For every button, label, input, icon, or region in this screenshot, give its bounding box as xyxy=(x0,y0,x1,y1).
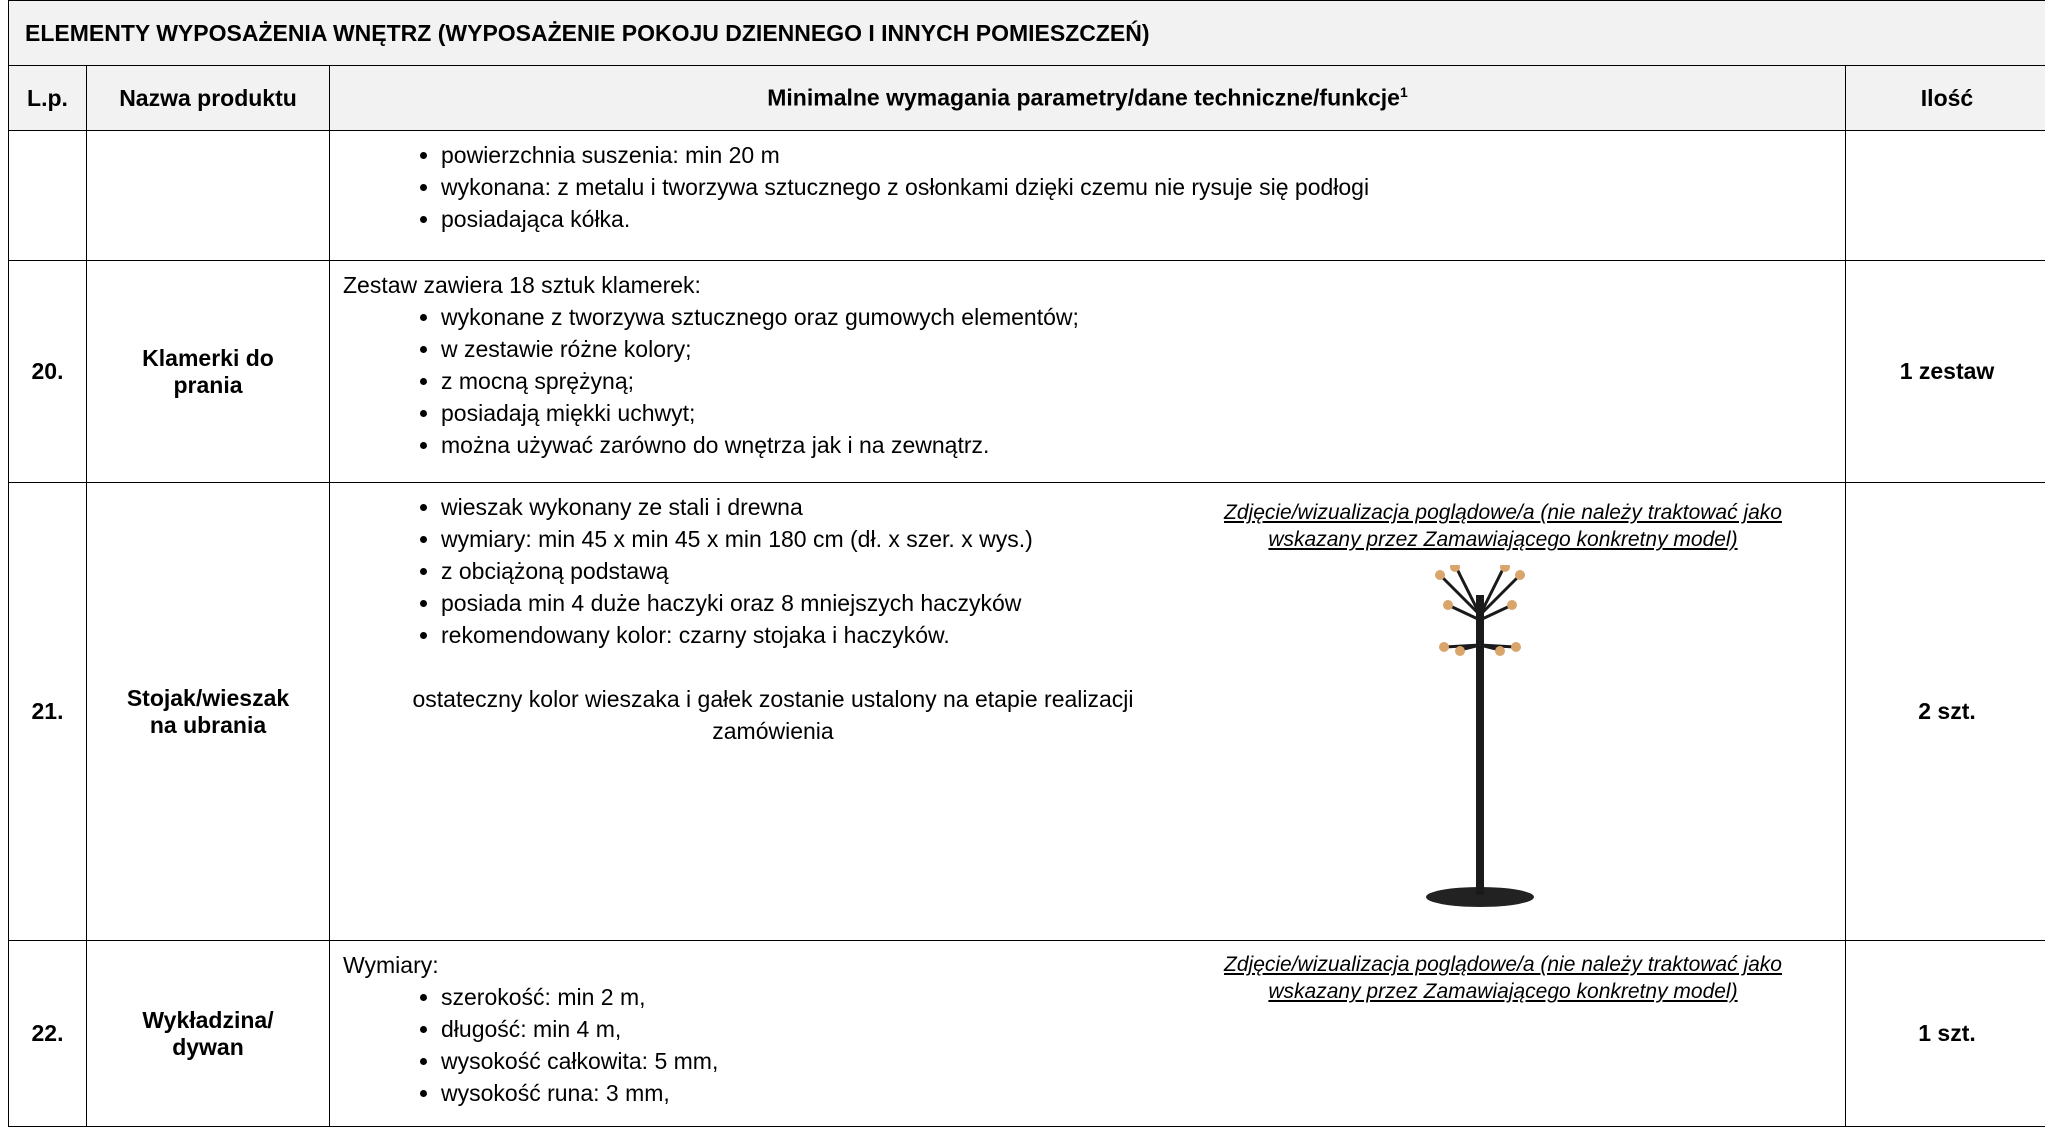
table-row: powierzchnia suszenia: min 20 mwykonana:… xyxy=(8,130,2045,261)
name-cell: Stojak/wieszak na ubrania xyxy=(86,482,330,941)
description-text: powierzchnia suszenia: min 20 mwykonana:… xyxy=(343,139,1835,235)
intro: Zestaw zawiera 18 sztuk klamerek: xyxy=(343,272,701,298)
bullet: długość: min 4 m, xyxy=(441,1013,1183,1045)
bullet: można używać zarówno do wnętrza jak i na… xyxy=(441,429,1835,461)
header-cell: L.p. xyxy=(8,65,87,131)
name-cell: Klamerki do prania xyxy=(86,260,330,483)
footnote-mark: 1 xyxy=(1399,84,1408,101)
bullet: wymiary: min 45 x min 45 x min 180 cm (d… xyxy=(441,523,1183,555)
header-cell: Ilość xyxy=(1844,65,2045,131)
name-cell xyxy=(86,130,330,261)
header-cell: Nazwa produktu xyxy=(86,65,330,131)
intro: Wymiary: xyxy=(343,952,439,978)
quantity-cell: 1 zestaw xyxy=(1844,260,2045,483)
bullet: w zestawie różne kolory; xyxy=(441,333,1835,365)
bullet-list: wykonane z tworzywa sztucznego oraz gumo… xyxy=(343,301,1835,461)
bullet: posiadają miękki uchwyt; xyxy=(441,397,1835,429)
note: ostateczny kolor wieszaka i gałek zostan… xyxy=(412,686,1134,744)
title-row: ELEMENTY WYPOSAŻENIA WNĘTRZ (WYPOSAŻENIE… xyxy=(7,0,2045,66)
description-text: Zestaw zawiera 18 sztuk klamerek: wykonan… xyxy=(343,269,1835,461)
bullet-list: powierzchnia suszenia: min 20 mwykonana:… xyxy=(343,139,1835,235)
table-row: 20. Klamerki do prania Zestaw zawiera 18 s… xyxy=(8,260,2045,483)
image-caption: Zdjęcie/wizualizacja poglądowe/a (nie na… xyxy=(1224,501,1782,551)
bullet: z mocną sprężyną; xyxy=(441,365,1835,397)
lp-cell: 22. xyxy=(8,940,87,1127)
header-row: L.p. Nazwa produktu Minimalne wymagania … xyxy=(8,65,2045,131)
description-layout: wieszak wykonany ze stali i drewnawymiar… xyxy=(343,491,1835,747)
description-layout: powierzchnia suszenia: min 20 mwykonana:… xyxy=(343,139,1835,235)
image-caption: Zdjęcie/wizualizacja poglądowe/a (nie na… xyxy=(1224,953,1782,1003)
description-cell: Zestaw zawiera 18 sztuk klamerek: wykonan… xyxy=(329,260,1846,483)
header-cell: Minimalne wymagania parametry/dane techn… xyxy=(329,65,1846,131)
bullet: wykonane z tworzywa sztucznego oraz gumo… xyxy=(441,301,1835,333)
bullet: wysokość runa: 3 mm, xyxy=(441,1077,1183,1109)
name-cell: Wykładzina/ dywan xyxy=(86,940,330,1127)
quantity-cell: 1 szt. xyxy=(1844,940,2045,1127)
description-layout: Zestaw zawiera 18 sztuk klamerek: wykonan… xyxy=(343,269,1835,461)
quantity-cell xyxy=(1844,130,2045,261)
header-text: Minimalne wymagania parametry/dane techn… xyxy=(767,84,1400,111)
table-row: 21.Stojak/wieszak na ubraniawieszak wyko… xyxy=(8,482,2045,941)
table-body: ELEMENTY WYPOSAŻENIA WNĘTRZ (WYPOSAŻENIE… xyxy=(7,0,2045,1127)
bullet: z obciążoną podstawą xyxy=(441,555,1183,587)
equipment-table: ELEMENTY WYPOSAŻENIA WNĘTRZ (WYPOSAŻENIE… xyxy=(7,0,2045,1127)
title: ELEMENTY WYPOSAŻENIA WNĘTRZ (WYPOSAŻENIE… xyxy=(7,0,2045,66)
description-cell: powierzchnia suszenia: min 20 mwykonana:… xyxy=(329,130,1846,261)
description-cell: wieszak wykonany ze stali i drewnawymiar… xyxy=(329,482,1846,941)
bullet: szerokość: min 2 m, xyxy=(441,981,1183,1013)
description-layout: Wymiary:szerokość: min 2 m,długość: min … xyxy=(343,949,1835,1109)
bullet: wykonana: z metalu i tworzywa sztucznego… xyxy=(441,171,1835,203)
bullet-list: szerokość: min 2 m,długość: min 4 m,wyso… xyxy=(343,981,1183,1109)
description-cell: Wymiary:szerokość: min 2 m,długość: min … xyxy=(329,940,1846,1127)
lp-cell: 21. xyxy=(8,482,87,941)
coat-stand-image xyxy=(1426,565,1534,907)
bullet: wieszak wykonany ze stali i drewna xyxy=(441,491,1183,523)
lp-cell xyxy=(8,130,87,261)
lp-cell: 20. xyxy=(8,260,87,483)
quantity-cell: 2 szt. xyxy=(1844,482,2045,941)
bullet: posiada min 4 duże haczyki oraz 8 mniejs… xyxy=(441,587,1183,619)
bullet: posiadająca kółka. xyxy=(441,203,1835,235)
bullet: powierzchnia suszenia: min 20 m xyxy=(441,139,1835,171)
description-text: wieszak wykonany ze stali i drewnawymiar… xyxy=(343,491,1183,747)
bullet-list: wieszak wykonany ze stali i drewnawymiar… xyxy=(343,491,1183,651)
bullet: wysokość całkowita: 5 mm, xyxy=(441,1045,1183,1077)
bullet: rekomendowany kolor: czarny stojaka i ha… xyxy=(441,619,1183,651)
description-text: Wymiary:szerokość: min 2 m,długość: min … xyxy=(343,949,1183,1109)
